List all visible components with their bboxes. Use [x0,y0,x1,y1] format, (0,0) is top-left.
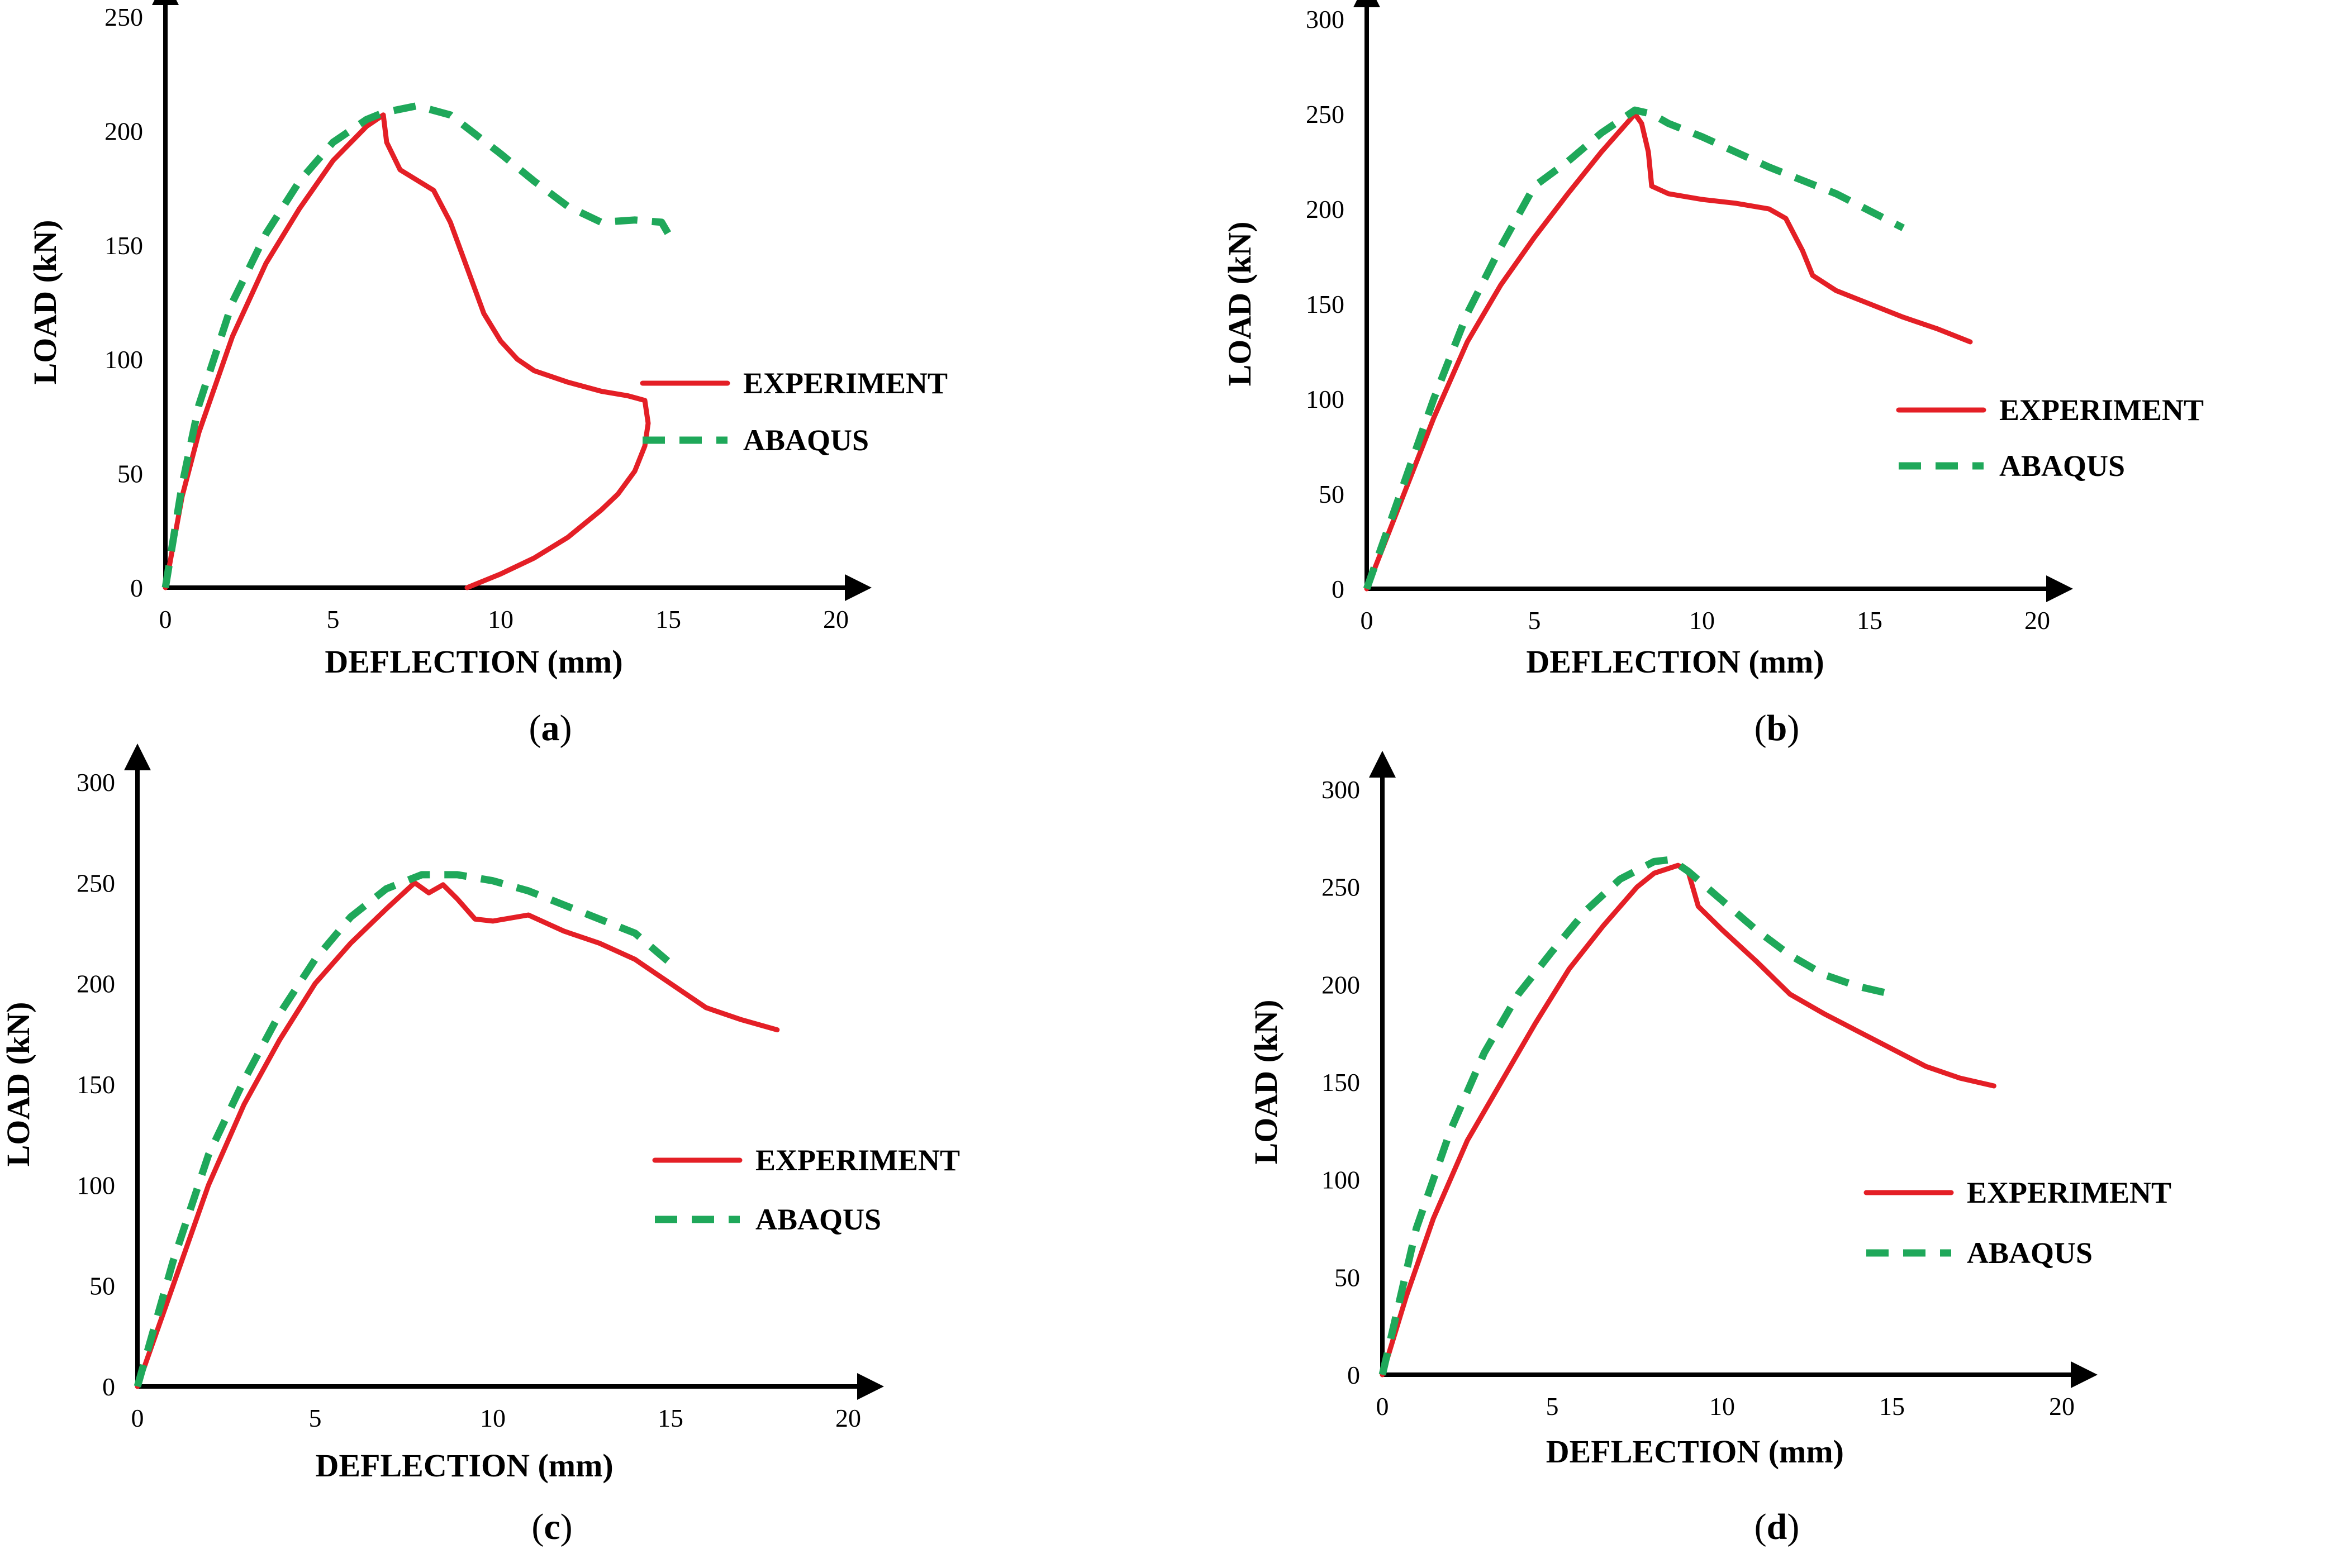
y-tick-label: 150 [1321,1068,1360,1097]
y-tick-label: 200 [1321,970,1360,999]
x-tick-label: 10 [488,605,514,633]
x-tick-label: 10 [1709,1392,1735,1421]
y-tick-label: 0 [102,1372,115,1401]
y-tick-label: 100 [104,345,143,374]
x-tick-label: 20 [835,1404,861,1432]
x-axis-title: DEFLECTION (mm) [1546,1433,1844,1470]
y-tick-label: 200 [104,117,143,145]
y-tick-label: 0 [1332,575,1344,603]
x-tick-label: 20 [2024,606,2050,635]
y-tick-label: 50 [89,1272,115,1300]
y-axis-title: LOAD (kN) [1221,222,1258,387]
y-tick-label: 250 [1306,100,1344,128]
y-tick-label: 50 [1319,480,1344,508]
y-tick-label: 300 [77,768,115,797]
x-tick-label: 15 [655,605,681,633]
y-tick-label: 300 [1306,5,1344,34]
series-line-abaqus [161,102,672,589]
x-tick-label: 15 [658,1404,683,1432]
y-axis-title: LOAD (kN) [1248,1000,1284,1165]
x-tick-label: 0 [1376,1392,1389,1421]
y-tick-label: 0 [130,574,143,602]
series-line-experiment [1364,111,1973,592]
panel-caption: (c) [531,1507,572,1547]
x-tick-label: 5 [309,1404,322,1432]
panel-caption: (b) [1755,708,1800,749]
x-tick-label: 0 [159,605,172,633]
y-axis-title: LOAD (kN) [0,1002,36,1167]
y-tick-label: 150 [1306,290,1344,318]
series-line-abaqus [1378,856,1893,1376]
x-tick-label: 5 [1528,606,1541,635]
y-tick-label: 200 [77,970,115,998]
x-tick-label: 10 [480,1404,506,1432]
y-tick-label: 150 [77,1070,115,1099]
x-tick-label: 0 [1361,606,1373,635]
y-tick-label: 100 [1306,385,1344,413]
series-line-experiment [135,880,780,1389]
panel-caption: (d) [1755,1507,1800,1547]
series-line-abaqus [134,871,673,1388]
x-axis-title: DEFLECTION (mm) [325,644,622,680]
y-tick-label: 250 [104,3,143,31]
legend-label-experiment: EXPERIMENT [755,1143,960,1177]
y-tick-label: 0 [1347,1361,1360,1389]
y-tick-label: 300 [1321,775,1360,804]
x-axis-title: DEFLECTION (mm) [1526,644,1824,680]
x-tick-label: 15 [1857,606,1882,635]
legend-label-experiment: EXPERIMENT [743,366,948,400]
y-axis-title: LOAD (kN) [27,220,63,385]
x-tick-label: 10 [1689,606,1715,635]
y-tick-label: 100 [77,1171,115,1199]
x-tick-label: 0 [131,1404,144,1432]
series-line-experiment [163,112,651,590]
series-line-abaqus [1363,106,1905,590]
y-tick-label: 250 [1321,873,1360,902]
x-axis-title: DEFLECTION (mm) [315,1447,613,1484]
y-tick-label: 100 [1321,1166,1360,1194]
y-tick-label: 200 [1306,195,1344,223]
legend-label-abaqus: ABAQUS [743,423,869,457]
panel-caption: (a) [529,708,572,749]
legend-label-experiment: EXPERIMENT [1999,393,2204,427]
y-tick-label: 150 [104,231,143,260]
legend-label-experiment: EXPERIMENT [1967,1176,2171,1209]
legend-label-abaqus: ABAQUS [1999,449,2125,483]
x-tick-label: 5 [327,605,340,633]
legend-label-abaqus: ABAQUS [755,1203,881,1236]
y-tick-label: 250 [77,869,115,897]
x-tick-label: 20 [823,605,849,633]
series-line-experiment [1380,862,1996,1378]
legend-label-abaqus: ABAQUS [1967,1236,2093,1270]
x-tick-label: 5 [1546,1392,1559,1421]
y-tick-label: 50 [117,460,143,488]
x-tick-label: 20 [2049,1392,2075,1421]
x-tick-label: 15 [1879,1392,1905,1421]
y-tick-label: 50 [1334,1263,1360,1291]
